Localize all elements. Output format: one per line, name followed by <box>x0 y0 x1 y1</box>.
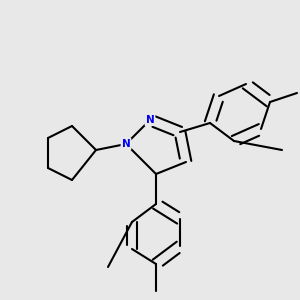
Text: N: N <box>146 115 154 125</box>
Text: N: N <box>122 139 130 149</box>
